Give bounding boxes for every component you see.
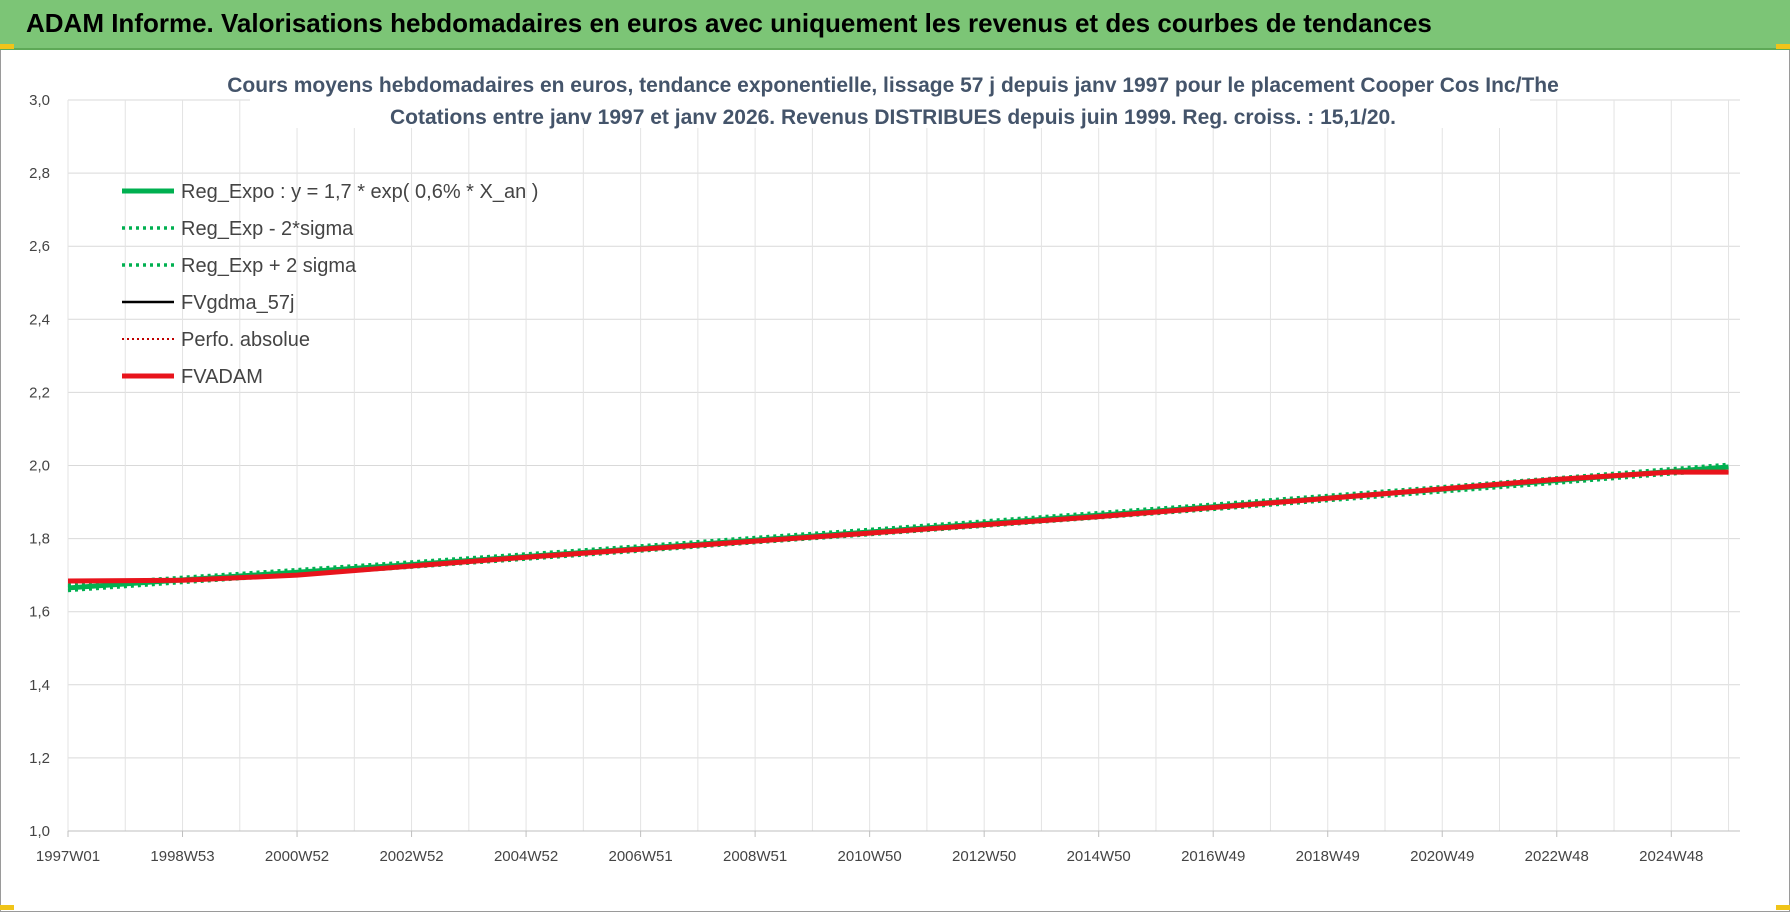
corner-mark: [1776, 44, 1790, 49]
x-tick-label: 2018W49: [1296, 848, 1360, 865]
y-tick-label: 2,2: [29, 384, 50, 401]
chart-title-line2: Cotations entre janv 1997 et janv 2026. …: [390, 106, 1396, 129]
y-tick-label: 1,2: [29, 750, 50, 767]
chart-title-group: Cours moyens hebdomadaires en euros, ten…: [227, 66, 1559, 129]
series-line: [67, 462, 1729, 588]
header-banner: ADAM Informe. Valorisations hebdomadaire…: [0, 0, 1790, 50]
corner-mark: [0, 905, 14, 910]
y-tick-label: 1,6: [29, 604, 50, 621]
x-tick-label: 2008W51: [723, 848, 787, 865]
legend-label: Reg_Exp + 2 sigma: [181, 255, 357, 277]
y-tick-label: 1,8: [29, 531, 50, 548]
series-line: [67, 469, 1729, 584]
x-tick-label: 2002W52: [379, 848, 443, 865]
x-tick-label: 2022W48: [1525, 848, 1589, 865]
x-tick-label: 2016W49: [1181, 848, 1245, 865]
x-tick-label: 2006W51: [608, 848, 672, 865]
x-tick-label: 2012W50: [952, 848, 1016, 865]
y-tick-label: 2,0: [29, 458, 50, 475]
legend: Reg_Expo : y = 1,7 * exp( 0,6% * X_an ) R…: [122, 181, 538, 388]
y-tick-label: 1,0: [29, 823, 50, 840]
x-tick-label: 2010W50: [838, 848, 902, 865]
x-tick-label: 1998W53: [150, 848, 214, 865]
legend-label: Reg_Expo : y = 1,7 * exp( 0,6% * X_an ): [181, 181, 538, 203]
legend-label: FVgdma_57j: [181, 292, 294, 314]
x-tick-label: 2024W48: [1639, 848, 1703, 865]
x-tick-label: 2020W49: [1410, 848, 1474, 865]
chart-title-line1: Cours moyens hebdomadaires en euros, ten…: [227, 74, 1559, 97]
corner-mark: [1776, 905, 1790, 910]
y-tick-label: 1,4: [29, 677, 50, 694]
series-group: [67, 462, 1729, 593]
corner-mark: [0, 44, 14, 49]
x-tick-label: 2014W50: [1067, 848, 1131, 865]
x-axis: 1997W01 1998W53 2000W52 2002W52 2004W52 2006W…: [36, 831, 1703, 865]
chart-area: 3,0 2,8 2,6 2,4 2,2 2,0 1,8 1,6 1,4 1,2 1,0 1997W0…: [0, 50, 1790, 905]
x-tick-label: 1997W01: [36, 848, 100, 865]
y-tick-label: 2,6: [29, 238, 50, 255]
y-tick-label: 2,4: [29, 311, 50, 328]
y-tick-label: 2,8: [29, 165, 50, 182]
x-tick-label: 2000W52: [265, 848, 329, 865]
gridlines: [67, 99, 1740, 832]
page-title: ADAM Informe. Valorisations hebdomadaire…: [26, 8, 1432, 38]
y-axis: 3,0 2,8 2,6 2,4 2,2 2,0 1,8 1,6 1,4 1,2 1,0: [29, 92, 50, 840]
x-tick-label: 2004W52: [494, 848, 558, 865]
title-background: [250, 66, 1530, 128]
line-chart: 3,0 2,8 2,6 2,4 2,2 2,0 1,8 1,6 1,4 1,2 1,0 1997W0…: [29, 66, 1740, 865]
legend-label: Perfo. absolue: [181, 329, 310, 351]
y-tick-label: 3,0: [29, 92, 50, 109]
legend-label: FVADAM: [181, 366, 263, 388]
legend-label: Reg_Exp - 2*sigma: [181, 218, 354, 240]
